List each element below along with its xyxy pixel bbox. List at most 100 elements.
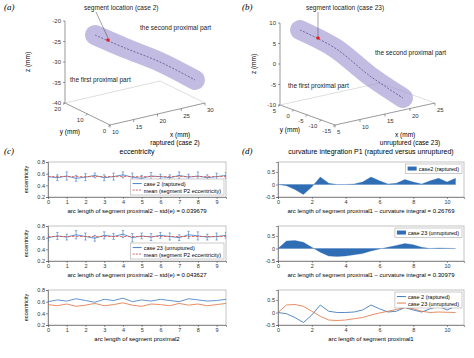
- error-bar: [197, 232, 199, 240]
- tick: 2: [84, 325, 87, 333]
- y-axis-line: [280, 105, 335, 125]
- y-tick: [63, 103, 65, 105]
- plot-frame: [278, 226, 464, 261]
- panel-label: (d): [242, 146, 253, 156]
- tick-label: 0.4: [37, 183, 45, 189]
- annotation: the second proximal part: [375, 49, 446, 57]
- x-axis: 0123456789: [47, 325, 227, 333]
- error-bar: [56, 175, 58, 181]
- tick-label: 8: [197, 199, 200, 205]
- z-tick-label: -5: [271, 82, 277, 88]
- tick: 6: [159, 325, 162, 333]
- tick: 0: [47, 261, 50, 269]
- error-bar: [178, 172, 180, 179]
- plot-frame: [48, 290, 226, 325]
- z-tick: [63, 82, 65, 83]
- panel-3d: 510152025-15-10-505-10-50510x (mm)y (mm)…: [242, 2, 446, 147]
- y-tick-label: 5: [273, 108, 277, 114]
- z-tick: [63, 62, 65, 63]
- subtitle: raptured (case 2): [150, 139, 200, 147]
- tick: 0.4: [37, 247, 48, 253]
- tick-label: 0.8: [37, 287, 45, 293]
- panel-label: (c): [4, 146, 14, 156]
- tick-label: 7: [178, 263, 181, 269]
- legend-swatch: [133, 254, 142, 255]
- y-axis-title: y (mm): [280, 126, 300, 134]
- tick: 1: [66, 261, 69, 269]
- x-axis-title: arc length of segment proximal1 – curvat…: [288, 208, 456, 214]
- y-tick: [292, 110, 294, 112]
- tick-label: 0: [277, 263, 280, 269]
- y-axis: -0.500.5: [266, 227, 279, 265]
- tick: 10: [445, 197, 451, 205]
- legend-label: case 2 (raptured): [408, 294, 450, 300]
- axis-line: [279, 262, 465, 264]
- tick-label: 3: [103, 263, 106, 269]
- legend: case 23 (unruptured)mean (segment P2 ecc…: [131, 243, 224, 259]
- z-tick: [278, 43, 280, 44]
- tick: 2: [311, 197, 314, 205]
- legend-swatch: [133, 183, 142, 184]
- tick-label: 1: [66, 199, 69, 205]
- x-tick: [157, 114, 158, 117]
- tick-label: 2: [84, 263, 87, 269]
- tick-label: 5: [141, 199, 144, 205]
- tick-label: 0: [277, 199, 280, 205]
- error-bar: [140, 233, 142, 239]
- annotation: segment location (case 23): [306, 4, 384, 12]
- error-bar: [187, 231, 189, 238]
- tick: 8: [412, 325, 415, 333]
- error-bar: [159, 232, 161, 238]
- x-axis-title: arc length of segment proximal1: [328, 336, 414, 342]
- plot-frame: [48, 162, 226, 197]
- tick: 1: [66, 325, 69, 333]
- tick-label: 4: [122, 263, 125, 269]
- tick-label: 4: [345, 263, 348, 269]
- x-tick: [435, 103, 436, 106]
- legend-label: mean (segment P2 eccentricity): [144, 252, 222, 258]
- plot-area: [278, 241, 456, 257]
- legend: case2 (raptured): [406, 164, 462, 174]
- tick: 4: [122, 197, 125, 205]
- x-axis: 0246810: [277, 325, 465, 333]
- legend: case 2 (raptured)mean (segment P2 eccent…: [131, 179, 224, 195]
- z-tick: [278, 23, 280, 24]
- z-tick-label: 10: [269, 20, 276, 26]
- tick-label: 6: [159, 199, 162, 205]
- title: curvature integration P1 (raptured versu…: [288, 148, 453, 156]
- tick: 4: [345, 261, 348, 269]
- x-axis-title: arc length of segment proximal2 – std(e)…: [67, 272, 207, 278]
- tick: 9: [216, 261, 219, 269]
- tick-label: -0.5: [266, 258, 275, 264]
- error-bar: [178, 235, 180, 241]
- tick: 1: [66, 197, 69, 205]
- y-axis: -0.500.5: [266, 163, 279, 201]
- tick-mark: [276, 185, 278, 186]
- subtitle: unruptured (case 23): [380, 139, 440, 147]
- x-tick-label: 15: [136, 124, 143, 130]
- figure: 101520253001020-40-35-30-25-20x (mm)y (m…: [0, 0, 474, 358]
- area: [278, 241, 456, 257]
- y-tick: [108, 125, 110, 127]
- axis-line: [276, 227, 279, 262]
- y-tick: [333, 125, 335, 127]
- error-bar: [225, 173, 226, 179]
- tick-label: 6: [159, 327, 162, 333]
- tick-label: 5: [141, 263, 144, 269]
- y-axis: -0.500.5: [266, 291, 279, 329]
- tick: 7: [178, 261, 181, 269]
- tick-label: 3: [103, 199, 106, 205]
- plot-area: [48, 298, 226, 306]
- tick-mark: [276, 300, 278, 301]
- plot-frame: [278, 162, 464, 197]
- x-tick-label: 15: [387, 118, 394, 124]
- title: eccentricity: [119, 148, 155, 156]
- tick: 9: [216, 197, 219, 205]
- tick-mark: [46, 185, 48, 186]
- tick: 8: [197, 325, 200, 333]
- legend-swatch: [397, 296, 406, 297]
- tick-label: 9: [216, 199, 219, 205]
- annotation: the second proximal part: [140, 24, 211, 32]
- tick-mark: [276, 313, 278, 314]
- tick-label: 0: [277, 327, 280, 333]
